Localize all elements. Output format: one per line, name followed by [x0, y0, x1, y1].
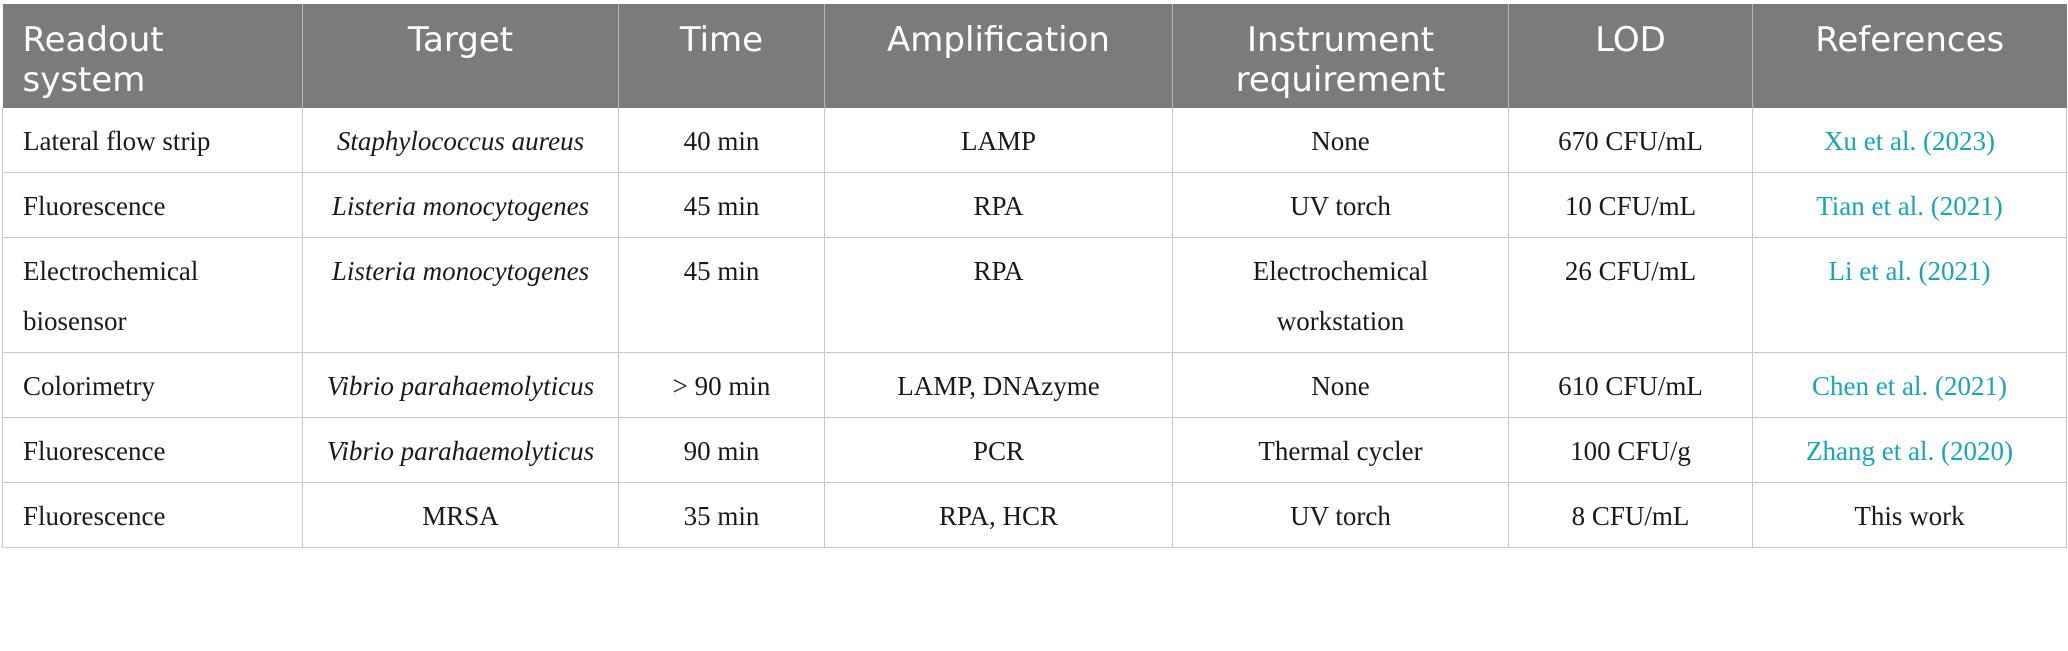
header-row: Readout system Target Time Amplification… [2, 4, 2067, 108]
time-cell: 90 min [618, 417, 825, 483]
reference-cell: This work [1752, 482, 2067, 548]
amplification-cell: PCR [824, 417, 1173, 483]
table-row: Lateral flow strip Staphylococcus aureus… [2, 108, 2067, 173]
table-row: Colorimetry Vibrio parahaemolyticus > 90… [2, 352, 2067, 418]
amplification-cell: RPA [824, 172, 1173, 238]
table-row: Fluorescence MRSA 35 min RPA, HCR UV tor… [2, 482, 2067, 548]
amplification-cell: RPA [824, 237, 1173, 353]
amplification-cell: LAMP [824, 108, 1173, 173]
target-cell: MRSA [302, 482, 619, 548]
comparison-table-container: Readout system Target Time Amplification… [2, 4, 2067, 548]
readout-cell: Electrochemical biosensor [2, 237, 303, 353]
instrument-cell: UV torch [1172, 482, 1509, 548]
lod-cell: 10 CFU/mL [1508, 172, 1753, 238]
header-target: Target [302, 4, 619, 108]
time-cell: > 90 min [618, 352, 825, 418]
reference-link[interactable]: Li et al. (2021) [1752, 237, 2067, 353]
instrument-cell: Electrochemical workstation [1172, 237, 1509, 353]
lod-cell: 670 CFU/mL [1508, 108, 1753, 173]
reference-link[interactable]: Chen et al. (2021) [1752, 352, 2067, 418]
readout-cell: Fluorescence [2, 417, 303, 483]
time-cell: 35 min [618, 482, 825, 548]
readout-cell: Colorimetry [2, 352, 303, 418]
reference-link[interactable]: Tian et al. (2021) [1752, 172, 2067, 238]
table-row: Fluorescence Vibrio parahaemolyticus 90 … [2, 417, 2067, 483]
header-lod: LOD [1508, 4, 1753, 108]
target-cell: Vibrio parahaemolyticus [302, 417, 619, 483]
lod-cell: 8 CFU/mL [1508, 482, 1753, 548]
instrument-cell: None [1172, 108, 1509, 173]
header-readout-system: Readout system [2, 4, 303, 108]
comparison-table: Readout system Target Time Amplification… [2, 4, 2067, 548]
header-time: Time [618, 4, 825, 108]
header-amplification: Amplification [824, 4, 1173, 108]
target-cell: Vibrio parahaemolyticus [302, 352, 619, 418]
header-references: References [1752, 4, 2067, 108]
target-cell: Listeria monocytogenes [302, 172, 619, 238]
readout-cell: Fluorescence [2, 482, 303, 548]
target-cell: Listeria monocytogenes [302, 237, 619, 353]
instrument-cell: None [1172, 352, 1509, 418]
readout-cell: Fluorescence [2, 172, 303, 238]
reference-link[interactable]: Zhang et al. (2020) [1752, 417, 2067, 483]
lod-cell: 610 CFU/mL [1508, 352, 1753, 418]
lod-cell: 100 CFU/g [1508, 417, 1753, 483]
lod-cell: 26 CFU/mL [1508, 237, 1753, 353]
target-cell: Staphylococcus aureus [302, 108, 619, 173]
table-row: Fluorescence Listeria monocytogenes 45 m… [2, 172, 2067, 238]
amplification-cell: RPA, HCR [824, 482, 1173, 548]
instrument-cell: Thermal cycler [1172, 417, 1509, 483]
header-instrument-requirement: Instrument requirement [1172, 4, 1509, 108]
instrument-cell: UV torch [1172, 172, 1509, 238]
time-cell: 40 min [618, 108, 825, 173]
readout-cell: Lateral flow strip [2, 108, 303, 173]
time-cell: 45 min [618, 172, 825, 238]
amplification-cell: LAMP, DNAzyme [824, 352, 1173, 418]
table-row: Electrochemical biosensor Listeria monoc… [2, 237, 2067, 353]
reference-link[interactable]: Xu et al. (2023) [1752, 108, 2067, 173]
time-cell: 45 min [618, 237, 825, 353]
